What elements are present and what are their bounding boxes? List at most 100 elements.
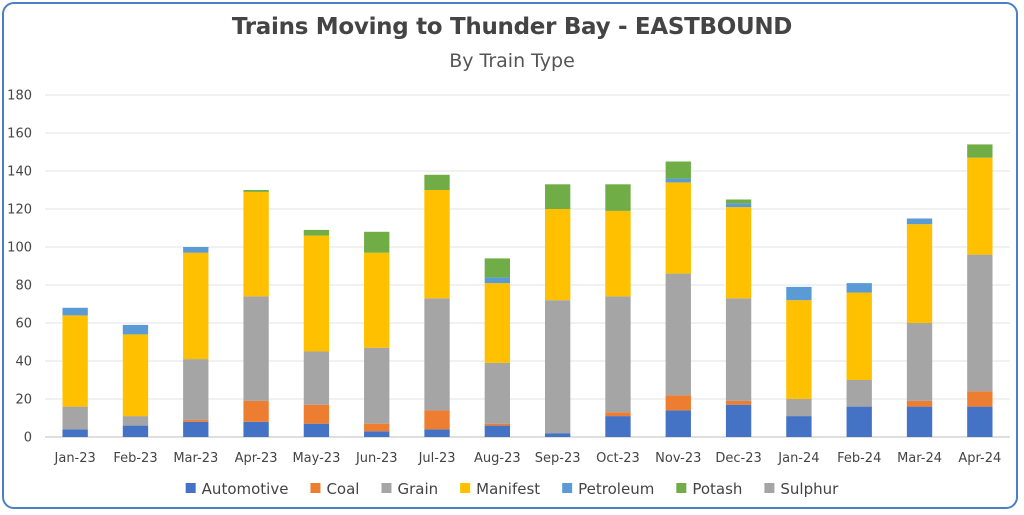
- bar-segment-grain: [906, 323, 933, 401]
- legend-item-automotive: Automotive: [185, 480, 289, 498]
- y-axis-ticks: 0 20 40 60 80 100 120 140 160 180: [7, 89, 32, 446]
- bar-segment-petroleum: [665, 178, 691, 183]
- x-tick-label: Nov-23: [655, 451, 701, 466]
- bar-segment-manifest: [544, 209, 571, 301]
- bar-segment-coal: [183, 419, 209, 422]
- bar-segment-manifest: [906, 224, 933, 323]
- bar-segment-manifest: [846, 292, 872, 380]
- legend-item-sulphur: Sulphur: [764, 480, 839, 498]
- bar-segment-automotive: [243, 421, 269, 437]
- legend-item-grain: Grain: [381, 480, 438, 498]
- bar-segment-potash: [725, 199, 752, 204]
- chart-title: Trains Moving to Thunder Bay - EASTBOUND: [231, 14, 793, 40]
- bar-segment-automotive: [544, 433, 571, 437]
- x-tick-label: May-23: [292, 451, 340, 466]
- bar-segment-automotive: [786, 416, 812, 437]
- y-tick-label: 140: [7, 165, 32, 180]
- legend-item-coal: Coal: [310, 480, 359, 498]
- legend-swatch: [310, 483, 321, 493]
- bar-segment-automotive: [605, 416, 631, 437]
- bar-segment-potash: [243, 190, 269, 192]
- bar-segment-automotive: [122, 425, 149, 437]
- x-tick-label: Apr-24: [958, 451, 1001, 466]
- legend-label: Coal: [326, 480, 359, 498]
- bar-segment-coal: [243, 400, 269, 422]
- bar-segment-coal: [424, 410, 450, 430]
- bar-segment-grain: [484, 362, 511, 424]
- x-tick-label: Aug-23: [474, 451, 521, 466]
- bar-segment-coal: [303, 404, 330, 424]
- legend-swatch: [460, 483, 471, 493]
- x-tick-label: Oct-23: [596, 451, 640, 466]
- bar-segment-grain: [725, 298, 752, 401]
- bar-segment-manifest: [62, 315, 88, 407]
- y-tick-label: 160: [7, 127, 32, 142]
- bar-segment-potash: [665, 161, 691, 179]
- bar-segment-manifest: [725, 207, 752, 299]
- legend-label: Sulphur: [780, 480, 839, 498]
- bar-segment-automotive: [846, 406, 872, 437]
- bar-segment-manifest: [303, 235, 330, 352]
- x-tick-label: Mar-23: [173, 451, 218, 466]
- x-tick-label: Feb-23: [113, 451, 157, 466]
- bar-segment-grain: [967, 254, 993, 392]
- bar-segment-petroleum: [725, 203, 752, 208]
- x-tick-label: Dec-23: [715, 451, 761, 466]
- legend-swatch: [562, 483, 573, 493]
- bar-segment-petroleum: [122, 324, 149, 335]
- bar-segment-automotive: [484, 425, 511, 437]
- bar-segment-grain: [243, 296, 269, 401]
- bar-segment-grain: [786, 399, 812, 417]
- legend-swatch: [764, 483, 775, 493]
- bar-segment-grain: [364, 347, 390, 424]
- legend-item-potash: Potash: [676, 480, 742, 498]
- x-axis-ticks: Jan-23 Feb-23 Mar-23 Apr-23 May-23 Jun-23 Jul-…: [54, 451, 1002, 466]
- bar-segment-manifest: [424, 190, 450, 299]
- x-tick-label: Feb-24: [837, 451, 881, 466]
- bar-segment-coal: [364, 423, 390, 432]
- bar-segment-potash: [484, 258, 511, 278]
- bar-segment-petroleum: [906, 218, 933, 225]
- bar-segment-automotive: [665, 410, 691, 437]
- legend-label: Petroleum: [578, 480, 654, 498]
- bar-segment-potash: [967, 144, 993, 158]
- bar-segment-automotive: [906, 406, 933, 437]
- bar-segment-grain: [665, 273, 691, 396]
- y-tick-label: 0: [24, 431, 32, 446]
- bar-segment-automotive: [62, 429, 88, 437]
- y-tick-label: 180: [7, 89, 32, 104]
- legend-item-manifest: Manifest: [460, 480, 540, 498]
- legend: Automotive Coal Grain Manifest Petroleum Pota…: [185, 480, 839, 498]
- legend-label: Grain: [397, 480, 438, 498]
- bar-segment-grain: [183, 359, 209, 420]
- bar-segment-coal: [605, 412, 631, 417]
- bar-segment-manifest: [484, 283, 511, 363]
- bar-segment-potash: [605, 184, 631, 211]
- bar-segment-potash: [364, 231, 390, 253]
- bar-segment-potash: [424, 174, 450, 190]
- bar-segment-automotive: [725, 404, 752, 437]
- x-tick-label: Jan-24: [777, 451, 819, 466]
- bar-segment-manifest: [967, 157, 993, 255]
- bar-segment-petroleum: [846, 283, 872, 293]
- x-tick-label: Sep-23: [535, 451, 581, 466]
- x-tick-label: Mar-24: [897, 451, 942, 466]
- bar-segment-automotive: [364, 431, 390, 437]
- bar-segment-grain: [846, 380, 872, 407]
- bar-segment-petroleum: [62, 307, 88, 316]
- bar-segment-petroleum: [484, 277, 511, 284]
- bar-segment-manifest: [183, 252, 209, 360]
- bar-segment-coal: [665, 395, 691, 411]
- bar-segment-petroleum: [183, 247, 209, 253]
- bar-segment-automotive: [967, 406, 993, 437]
- bar-segment-coal: [484, 423, 511, 426]
- legend-swatch: [185, 483, 196, 493]
- bar-segment-potash: [544, 184, 571, 209]
- y-tick-label: 120: [7, 203, 32, 218]
- y-tick-label: 60: [15, 317, 32, 332]
- bars: [62, 144, 993, 437]
- x-tick-label: Jan-23: [54, 451, 96, 466]
- y-tick-label: 100: [7, 241, 32, 256]
- bar-segment-manifest: [243, 191, 269, 297]
- legend-label: Automotive: [202, 480, 289, 498]
